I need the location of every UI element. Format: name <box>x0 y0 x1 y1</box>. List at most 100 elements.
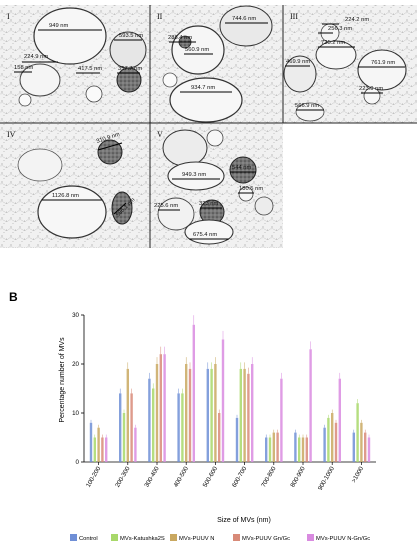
measure-i-2: 593.5 nm <box>119 33 143 39</box>
x-tick-label: 400-500 <box>173 465 191 489</box>
x-tick-label: 800-900 <box>289 465 307 489</box>
vesicles-v <box>157 129 274 245</box>
bar <box>367 437 371 462</box>
legend-label: MVs-PUUV Gn/Gc <box>242 536 290 542</box>
bar <box>268 437 272 462</box>
bar <box>181 393 184 462</box>
vesicles-iii <box>283 23 407 122</box>
bar <box>327 417 330 462</box>
legend-swatch <box>170 534 177 541</box>
bar <box>126 368 129 462</box>
measure-ii-1: 744.6 nm <box>232 16 256 22</box>
bar <box>119 393 122 462</box>
legend-label: MVs-PUUV N-Gn/Gc <box>316 536 370 542</box>
bar <box>152 388 155 462</box>
legend-swatch <box>233 534 240 541</box>
y-tick-label: 30 <box>72 312 79 319</box>
bar <box>159 354 162 462</box>
x-tick-label: 600-700 <box>231 465 249 489</box>
bar <box>210 368 213 462</box>
measure-v-5: 323 nm <box>199 201 219 207</box>
bar <box>192 324 195 462</box>
measure-ii-3: 560.9 nm <box>185 47 209 53</box>
bar <box>301 437 305 462</box>
numeral-i: I <box>7 12 10 21</box>
x-axis-title: Size of MVs (nm) <box>217 517 271 524</box>
bar <box>97 427 100 462</box>
bar <box>247 373 250 462</box>
bar <box>188 368 192 462</box>
measure-i-4: 158 nm <box>14 65 34 71</box>
x-tick-label: 100-200 <box>85 465 103 489</box>
bar <box>206 368 209 462</box>
bar <box>105 437 108 462</box>
measure-v-2: 949.3 nm <box>182 172 206 178</box>
x-tick-label: 900-1000 <box>317 465 336 492</box>
bar <box>309 349 312 462</box>
bar <box>265 437 268 462</box>
bar <box>294 432 297 462</box>
measure-iii-5: 469.9 nm <box>286 59 310 65</box>
size-distribution-chart: Percentage number of MVs Size of MVs (nm… <box>59 312 376 542</box>
bar <box>148 378 151 462</box>
numeral-v: V <box>157 130 163 139</box>
bar <box>272 432 275 462</box>
measure-ii-2: 288.4 nm <box>168 35 192 41</box>
bar <box>338 378 341 462</box>
measure-iii-4: 761.9 nm <box>371 60 395 66</box>
measure-i-3: 224.9 nm <box>24 54 48 60</box>
bar <box>305 437 308 462</box>
measure-i-6: 357.7 nm <box>118 66 142 72</box>
bar <box>276 432 279 462</box>
bar <box>364 432 367 462</box>
bar <box>185 364 188 462</box>
bar <box>214 364 217 462</box>
bar <box>155 364 159 462</box>
x-tick-label: >1000 <box>350 465 365 484</box>
numeral-iii: III <box>290 12 298 21</box>
x-tick-label: 200-300 <box>114 465 132 489</box>
bar <box>93 437 96 462</box>
numeral-ii: II <box>157 12 163 21</box>
measure-v-3: 180.5 nm <box>239 186 263 192</box>
measure-ii-4: 934.7 nm <box>191 85 215 91</box>
legend-swatch <box>111 534 118 541</box>
bar <box>239 368 242 462</box>
legend-label: Control <box>79 536 98 542</box>
x-tick-label: 500-600 <box>202 465 220 489</box>
legend-label: MVs-Katushka2S <box>120 536 165 542</box>
bar <box>356 403 359 462</box>
y-tick-label: 0 <box>76 459 80 466</box>
bar <box>298 437 301 462</box>
bar <box>218 413 221 462</box>
x-tick-label: 300-400 <box>143 465 161 489</box>
measure-i-5: 417.5 nm <box>78 66 102 72</box>
vesicles-iv <box>17 139 133 239</box>
measure-v-4: 225.6 nm <box>154 203 178 209</box>
bar <box>243 368 246 462</box>
legend-swatch <box>307 534 314 541</box>
bar <box>352 432 355 462</box>
measure-v-6: 675.4 nm <box>193 232 217 238</box>
y-tick-label: 20 <box>72 361 79 368</box>
x-tick-label: 700-800 <box>260 465 278 489</box>
bar <box>251 364 254 462</box>
measure-iii-1: 224.2 nm <box>345 17 369 23</box>
measure-iv-2: 1126.8 nm <box>52 193 79 199</box>
measure-iii-3: 725.2 nm <box>321 40 345 46</box>
bar <box>163 354 166 462</box>
bar <box>177 393 180 462</box>
bar <box>331 413 334 462</box>
bar <box>130 393 133 462</box>
vesicles-ii <box>162 5 273 123</box>
measure-iii-6: 223.9 nm <box>359 86 383 92</box>
bar <box>101 437 104 462</box>
legend-label: MVs-PUUV N <box>179 536 214 542</box>
measure-iii-7: 566.9 nm <box>295 103 319 109</box>
bar <box>323 427 326 462</box>
micrograph-panel: I 949 nm 593.5 nm 224.9 nm 158 nm 417.5 … <box>0 5 417 248</box>
bar <box>280 378 283 462</box>
y-tick-label: 10 <box>72 410 79 417</box>
bar <box>122 413 126 462</box>
vesicles-i <box>14 7 147 107</box>
